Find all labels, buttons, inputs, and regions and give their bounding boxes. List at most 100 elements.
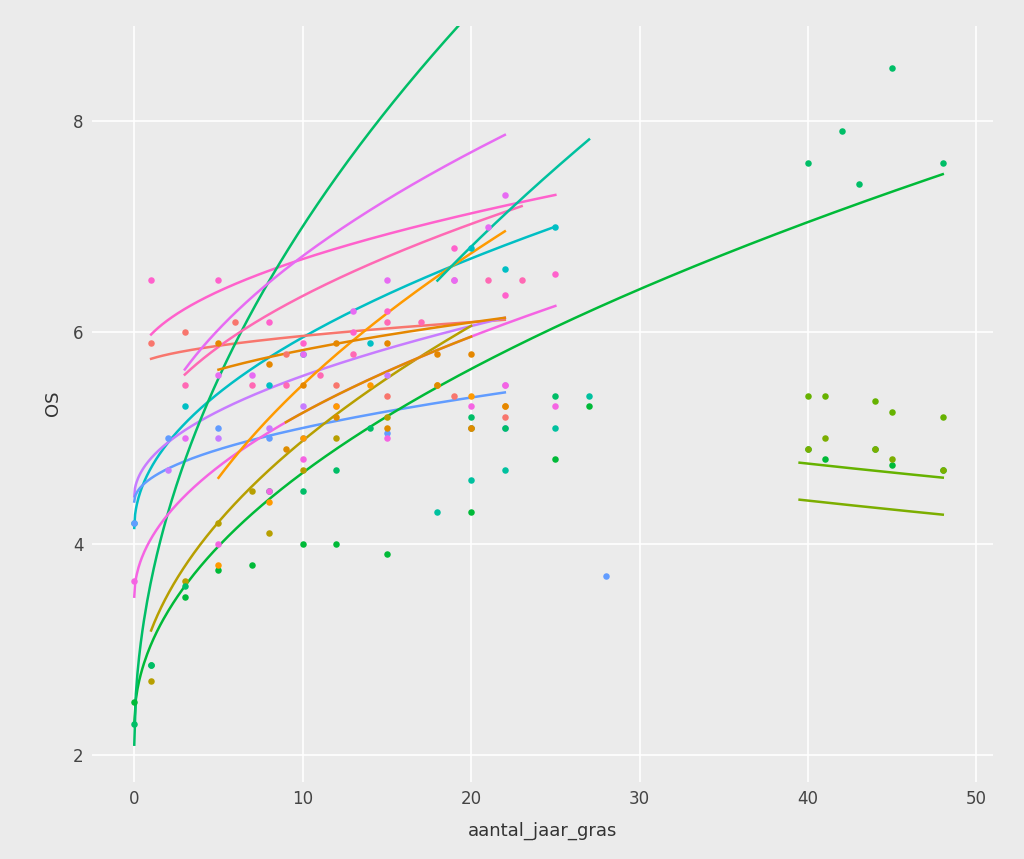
Point xyxy=(379,336,395,350)
Point xyxy=(497,399,513,413)
Point xyxy=(446,241,463,254)
Point xyxy=(463,421,479,435)
Point xyxy=(261,421,278,435)
Point xyxy=(345,347,361,361)
Point xyxy=(361,421,378,435)
Point xyxy=(126,515,142,529)
Point xyxy=(295,347,311,361)
Point xyxy=(800,389,816,403)
Point xyxy=(295,463,311,477)
Point xyxy=(261,315,278,329)
Point xyxy=(210,431,226,445)
Point xyxy=(143,336,160,350)
Point xyxy=(463,241,479,254)
Point xyxy=(261,357,278,371)
Point xyxy=(429,347,445,361)
Point xyxy=(497,410,513,423)
Point xyxy=(244,368,260,381)
Point xyxy=(463,505,479,519)
Point xyxy=(497,188,513,202)
Point xyxy=(160,463,176,477)
Point xyxy=(210,272,226,286)
Point xyxy=(935,156,951,170)
Point xyxy=(547,453,563,466)
Point xyxy=(497,378,513,392)
Point xyxy=(295,378,311,392)
Point xyxy=(817,389,834,403)
Point xyxy=(413,315,429,329)
Point xyxy=(244,484,260,498)
Point xyxy=(547,267,563,281)
Point xyxy=(295,431,311,445)
Point xyxy=(329,336,345,350)
Point xyxy=(176,399,193,413)
Point xyxy=(143,272,160,286)
Point xyxy=(176,579,193,593)
Point xyxy=(261,484,278,498)
Point xyxy=(446,272,463,286)
Point xyxy=(329,378,345,392)
Point xyxy=(126,716,142,730)
Point xyxy=(227,315,244,329)
Point xyxy=(176,574,193,588)
Point xyxy=(244,558,260,572)
Point xyxy=(850,178,866,192)
Point xyxy=(379,389,395,403)
Point xyxy=(884,453,900,466)
Point xyxy=(935,463,951,477)
Point xyxy=(581,399,597,413)
Point xyxy=(581,389,597,403)
Point xyxy=(278,347,294,361)
Point xyxy=(345,326,361,339)
Point xyxy=(210,421,226,435)
Point xyxy=(379,368,395,381)
Point xyxy=(463,421,479,435)
Point xyxy=(295,336,311,350)
Point xyxy=(361,378,378,392)
Point xyxy=(547,220,563,234)
Point xyxy=(379,410,395,423)
Point xyxy=(884,405,900,418)
Point xyxy=(497,289,513,302)
Point xyxy=(379,426,395,440)
Point xyxy=(463,389,479,403)
Point xyxy=(295,431,311,445)
Point xyxy=(480,220,497,234)
Point xyxy=(295,537,311,551)
Point xyxy=(800,442,816,455)
Point xyxy=(329,431,345,445)
X-axis label: aantal_jaar_gras: aantal_jaar_gras xyxy=(468,822,617,840)
Point xyxy=(361,336,378,350)
Point xyxy=(210,558,226,572)
Point xyxy=(867,442,884,455)
Point xyxy=(261,527,278,540)
Point xyxy=(329,399,345,413)
Point xyxy=(278,378,294,392)
Point xyxy=(429,505,445,519)
Point xyxy=(143,659,160,673)
Point xyxy=(497,262,513,276)
Point xyxy=(295,347,311,361)
Point xyxy=(429,378,445,392)
Point xyxy=(884,61,900,75)
Point xyxy=(210,537,226,551)
Point xyxy=(261,431,278,445)
Point xyxy=(513,272,529,286)
Point xyxy=(210,564,226,577)
Point xyxy=(126,696,142,710)
Point xyxy=(261,378,278,392)
Point xyxy=(598,569,614,582)
Point xyxy=(210,515,226,529)
Point xyxy=(817,453,834,466)
Point xyxy=(547,399,563,413)
Point xyxy=(261,495,278,509)
Y-axis label: OS: OS xyxy=(44,391,62,417)
Point xyxy=(210,368,226,381)
Point xyxy=(345,304,361,318)
Point xyxy=(261,484,278,498)
Point xyxy=(379,304,395,318)
Point xyxy=(160,431,176,445)
Point xyxy=(176,378,193,392)
Point xyxy=(329,410,345,423)
Point xyxy=(463,473,479,487)
